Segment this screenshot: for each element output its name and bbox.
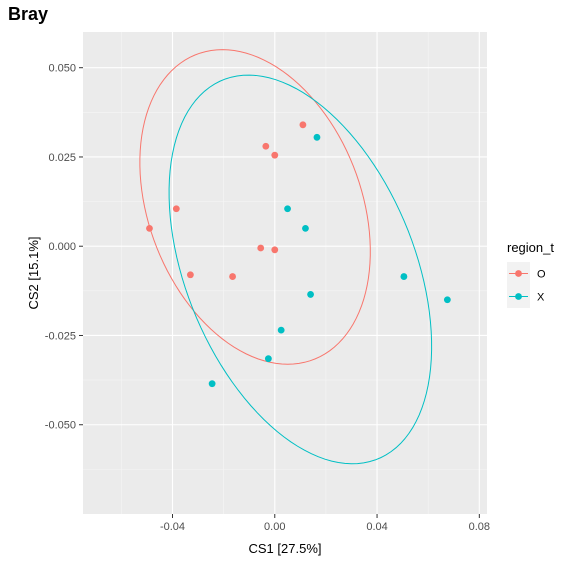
y-tick-label: 0.025 [48,152,76,164]
legend: region_t OX [507,240,554,308]
point-X [277,326,285,334]
point-X [208,380,216,388]
x-axis-title: CS1 [27.5%] [249,541,322,556]
point-X [443,296,451,304]
y-axis-ticks: -0.050 -0.025 0.000 0.025 0.050 [45,63,83,432]
point-O [271,151,279,159]
data-points [146,121,451,388]
chart-title: Bray [8,4,48,24]
major-gridlines [83,32,487,514]
legend-label-O: O [537,269,546,281]
ellipse-O [139,49,371,365]
legend-title: region_t [507,240,554,255]
point-O [257,244,265,252]
x-axis-ticks: -0.04 0.00 0.04 0.08 [160,514,490,533]
y-tick-label: 0.050 [48,63,76,75]
legend-label-X: X [537,292,545,304]
y-tick-label: 0.000 [48,241,76,253]
x-tick-label: 0.00 [264,521,285,533]
point-O [262,142,270,150]
y-tick-label: -0.050 [45,420,76,432]
legend-key-point [515,270,522,277]
point-X [313,133,321,141]
point-O [146,224,153,232]
point-O [299,121,307,129]
x-tick-label: 0.08 [469,521,490,533]
point-O [229,273,236,280]
point-X [284,205,291,213]
confidence-ellipses [139,49,433,465]
plot-panel [83,32,487,514]
point-X [307,291,314,298]
point-O [271,246,279,254]
ellipse-X [168,74,433,465]
minor-gridlines [83,32,487,514]
point-X [264,355,272,363]
legend-key-point [515,293,522,300]
y-tick-label: -0.025 [45,330,76,342]
point-O [186,271,194,279]
point-X [302,224,309,232]
y-axis-title: CS2 [15.1%] [26,237,41,310]
point-X [400,273,408,280]
x-tick-label: -0.04 [160,521,185,533]
point-O [172,205,180,213]
x-tick-label: 0.04 [366,521,387,533]
